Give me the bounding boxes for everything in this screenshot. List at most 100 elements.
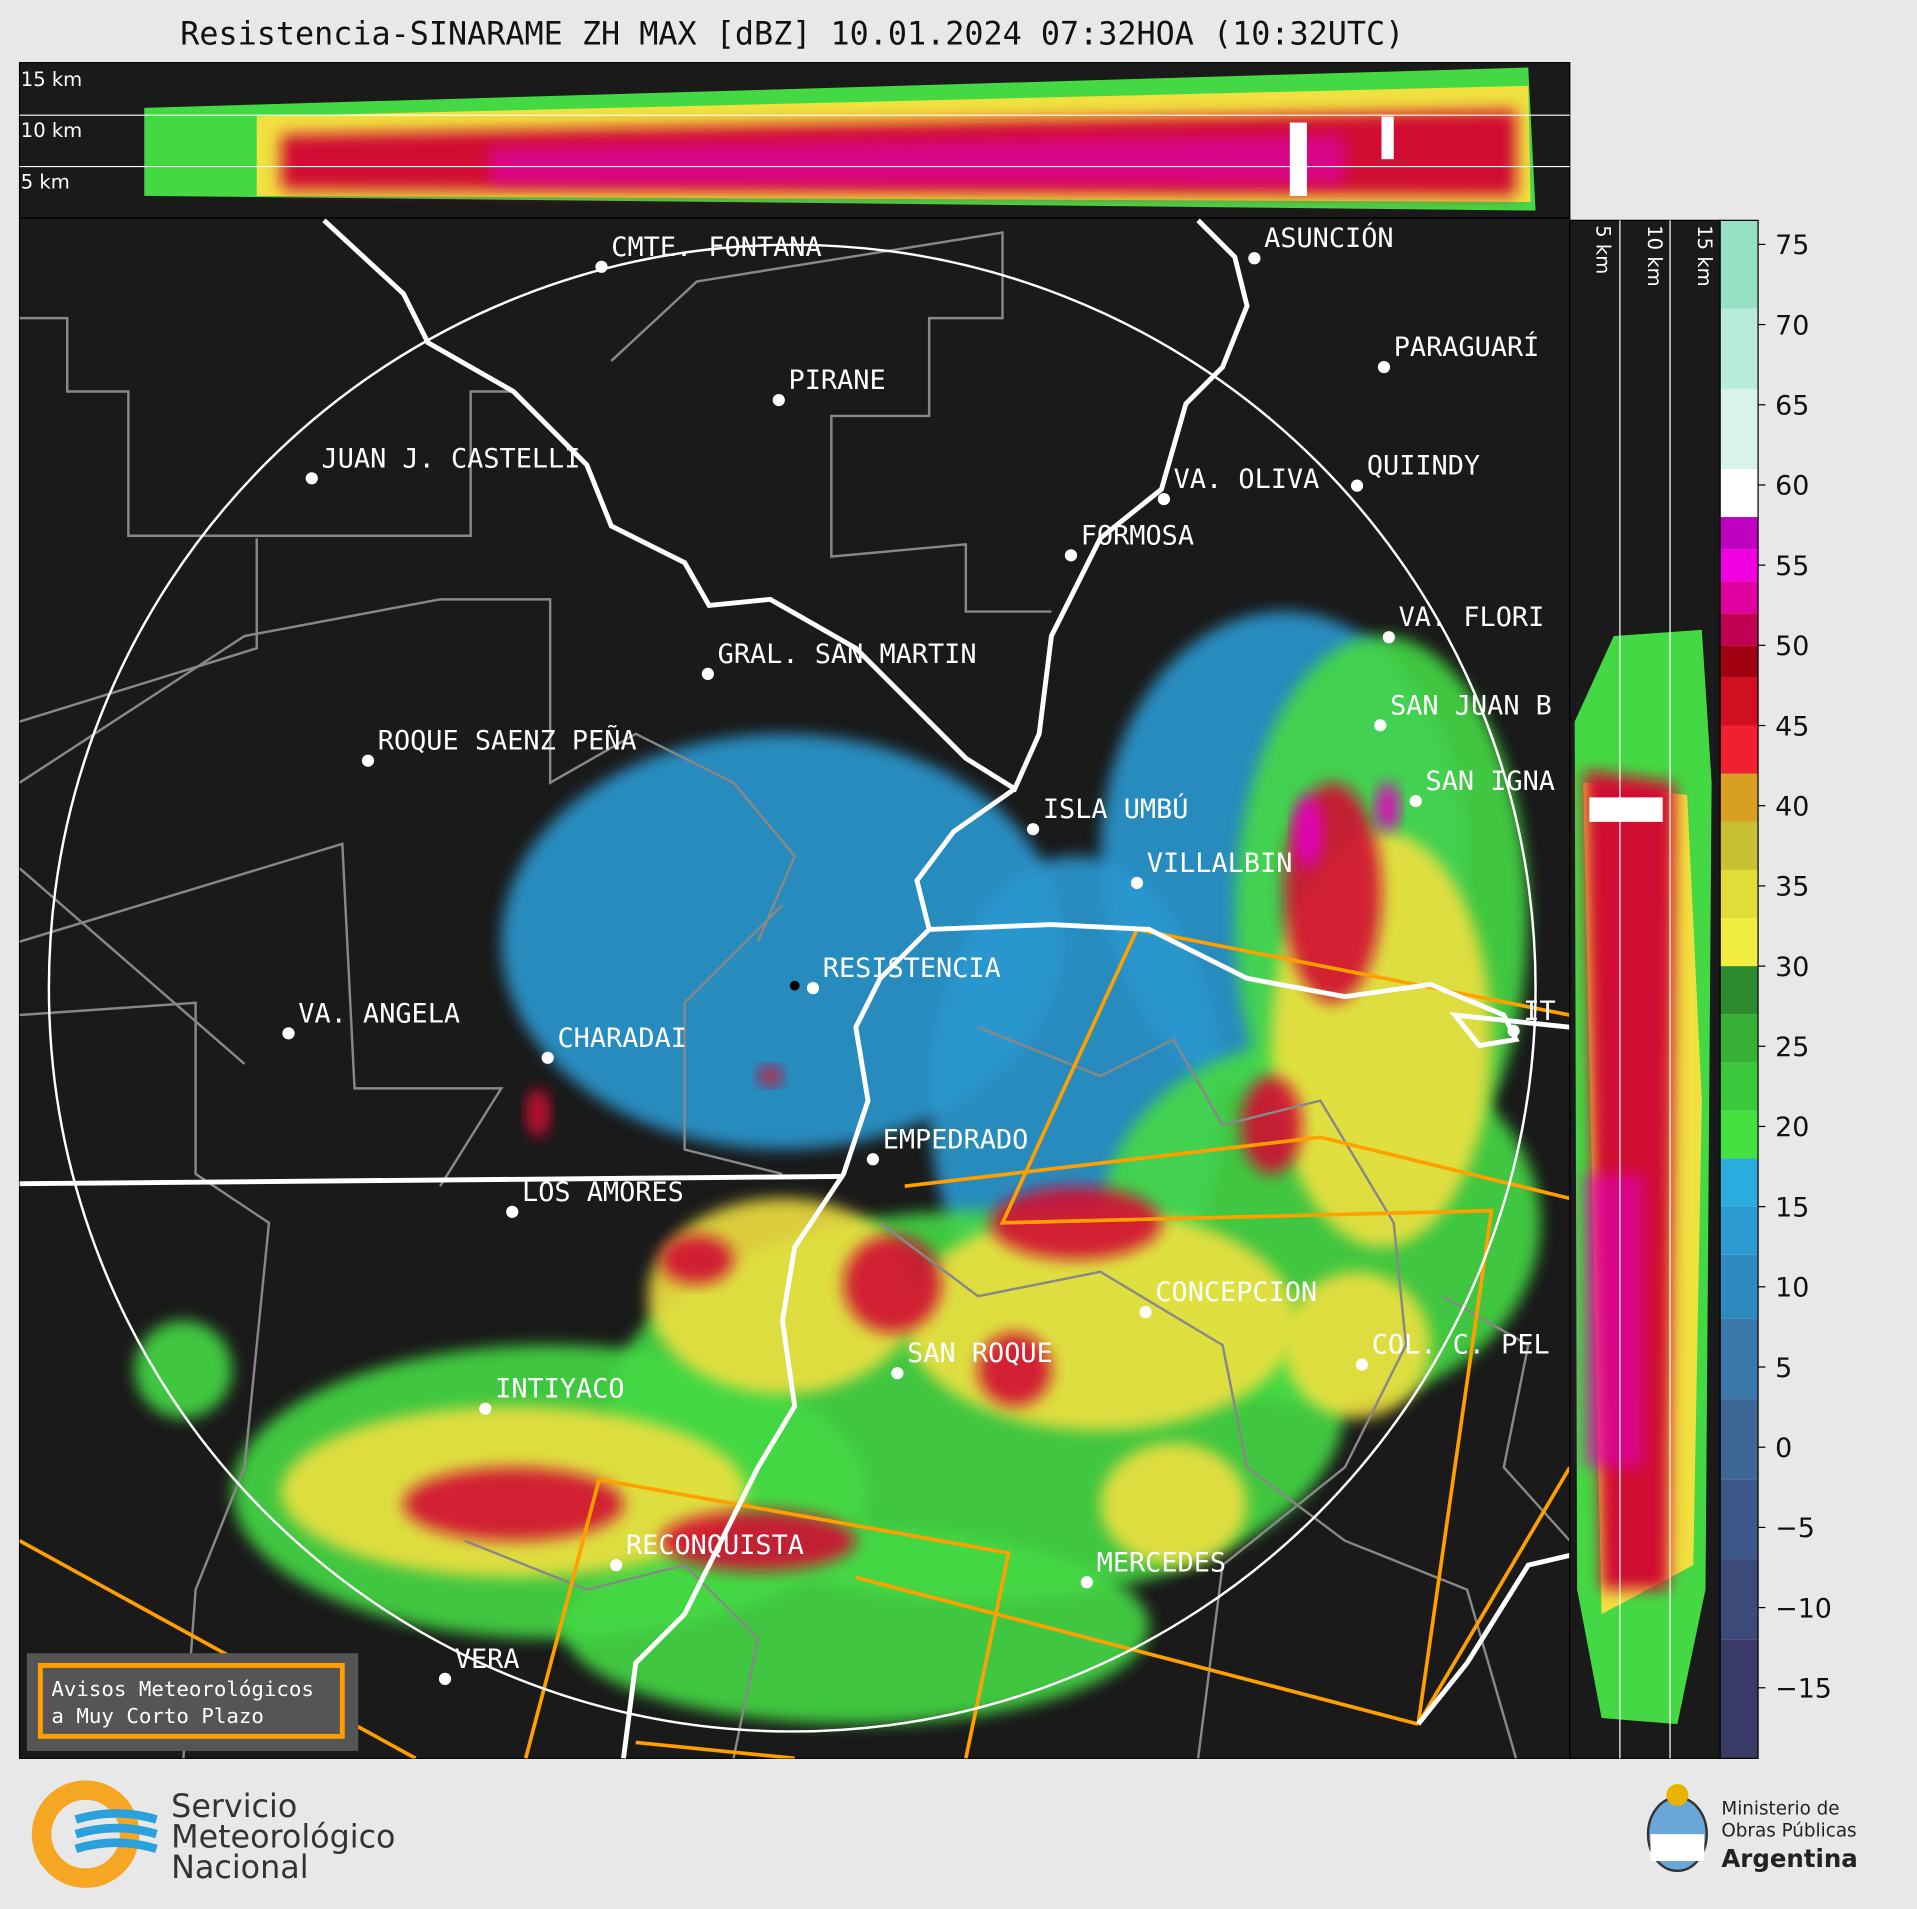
colorbar-band	[1720, 1639, 1759, 1759]
city-label: VERA	[455, 1644, 520, 1675]
city-label: VA. OLIVA	[1174, 464, 1320, 495]
logo-text: Servicio	[171, 1789, 297, 1825]
height-label: 15 km	[1693, 225, 1716, 286]
colorbar-tick-label: 5	[1775, 1353, 1792, 1384]
colorbar-band	[1720, 1254, 1759, 1319]
map: CMTE. FONTANA PIRANE JUAN J. CASTELLI ASUNC…	[19, 218, 1570, 1759]
echo	[1283, 1271, 1431, 1419]
radar-site	[789, 980, 800, 991]
colorbar-tick-label: 20	[1775, 1112, 1809, 1143]
city-dot	[1157, 492, 1171, 506]
height-label: 15 km	[21, 68, 82, 91]
city-dot	[772, 393, 785, 407]
echo	[525, 1088, 551, 1138]
colorbar-band	[1720, 581, 1759, 614]
city-dot	[1382, 631, 1395, 644]
colorbar-tick-label: 55	[1775, 551, 1809, 582]
city-label: QUIINDY	[1367, 451, 1480, 482]
city-dot	[438, 1672, 452, 1685]
smn-logo	[31, 1780, 158, 1888]
echo	[1293, 794, 1323, 869]
echo	[1100, 1442, 1248, 1566]
colorbar-band	[1720, 1062, 1759, 1111]
colorbar-band	[1720, 821, 1759, 870]
colorbar-band	[1720, 1014, 1759, 1063]
city-dot	[541, 1051, 554, 1064]
departments	[19, 231, 1570, 1759]
city-label: PIRANE	[789, 365, 886, 396]
city-dot	[1350, 479, 1364, 492]
colorbar-band	[1720, 220, 1759, 309]
city-label: ROQUE SAENZ PEÑA	[378, 725, 637, 757]
colorbar-tick-label: 70	[1775, 310, 1809, 341]
colorbar-band	[1720, 549, 1759, 582]
echo	[501, 733, 1064, 1150]
city-dot	[1139, 1305, 1152, 1319]
colorbar-tick-label: −15	[1775, 1674, 1832, 1705]
city-label: INTIYACO	[495, 1374, 624, 1405]
ministry-emblem	[1646, 1784, 1708, 1873]
colorbar-band	[1720, 1158, 1759, 1207]
logo-text: Meteorológico	[171, 1820, 395, 1856]
colorbar-tick-label: 35	[1775, 872, 1809, 903]
city-label: FORMOSA	[1081, 520, 1194, 551]
colorbar-band	[1720, 1318, 1759, 1400]
city-label: ISLA UMBÚ	[1043, 793, 1189, 825]
city-label: SAN ROQUE	[907, 1338, 1053, 1369]
colorbar-tick-label: 40	[1775, 791, 1809, 822]
city-dot	[701, 667, 714, 681]
colorbar-band	[1720, 917, 1759, 967]
city-dot	[361, 754, 375, 767]
city-dot	[891, 1367, 904, 1380]
height-label: 10 km	[1643, 225, 1666, 286]
city-label: ASUNCIÓN	[1264, 222, 1393, 254]
colorbar-tick-label: 45	[1775, 711, 1809, 742]
side-echo	[1574, 629, 1712, 1725]
warning-text: a Muy Corto Plazo	[51, 1704, 264, 1728]
city-label: JUAN J. CASTELLI	[322, 443, 581, 474]
borders	[19, 218, 1570, 1759]
city-label: PARAGUARÍ	[1394, 331, 1540, 363]
colorbar-band	[1720, 613, 1759, 646]
city-dot	[866, 1153, 880, 1166]
colorbar-band	[1720, 869, 1759, 918]
colorbar-band	[1720, 1559, 1759, 1640]
city-label: MERCEDES	[1097, 1547, 1226, 1578]
colorbar-band	[1720, 308, 1759, 389]
city-dot	[806, 982, 820, 995]
colorbar-tick-label: −5	[1775, 1513, 1815, 1544]
city-dot	[506, 1205, 519, 1218]
city-label: GRAL. SAN MARTIN	[718, 639, 977, 670]
city-label: EMPEDRADO	[883, 1124, 1029, 1155]
warning-areas	[19, 927, 1570, 1759]
city-label: VILLALBIN	[1147, 848, 1293, 879]
colorbar-tick-label: 25	[1775, 1032, 1809, 1063]
city-dot	[1026, 823, 1040, 836]
colorbar-band	[1720, 388, 1759, 469]
colorbar-band	[1720, 773, 1759, 822]
city-label: VA. FLORI	[1399, 602, 1545, 633]
colorbar-band	[1720, 677, 1759, 726]
height-label: 5 km	[21, 171, 70, 194]
logo-text: Nacional	[171, 1850, 308, 1886]
city-dot	[282, 1027, 295, 1040]
colorbar-tick-label: 50	[1775, 631, 1809, 662]
city-dot	[1355, 1358, 1369, 1371]
city-dot	[1064, 549, 1078, 562]
echo	[403, 1467, 624, 1541]
city-label: CHARADAI	[557, 1023, 686, 1054]
radar-echoes	[134, 611, 1541, 1725]
city-label: CMTE. FONTANA	[611, 232, 821, 263]
city-dot	[1507, 1024, 1520, 1038]
city-label: SAN JUAN B	[1390, 690, 1552, 721]
ministry-text: Ministerio de	[1721, 1799, 1839, 1820]
city-label: VA. ANGELA	[298, 998, 460, 1029]
colorbar-tick-label: 30	[1775, 952, 1809, 983]
colorbar-tick-label: 75	[1775, 230, 1809, 261]
colorbar-band	[1720, 468, 1759, 518]
warning-box-border	[37, 1662, 345, 1739]
city-label: IT	[1523, 996, 1555, 1027]
range-ring	[47, 243, 1537, 1733]
